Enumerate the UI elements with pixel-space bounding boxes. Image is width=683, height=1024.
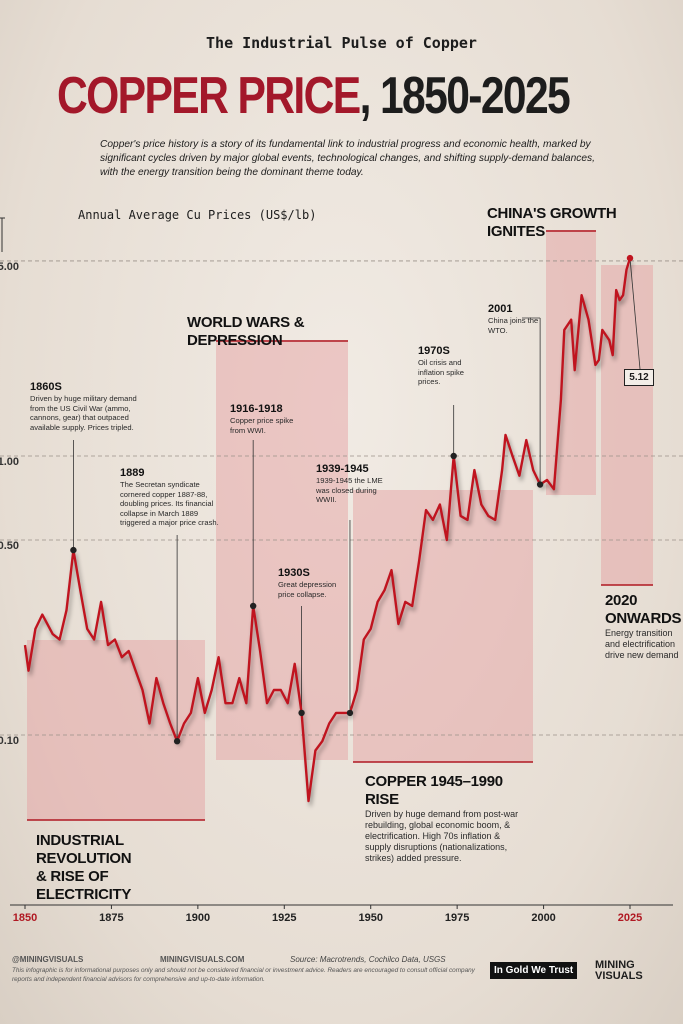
annotation: INDUSTRIAL REVOLUTION & RISE OF ELECTRIC… [36,832,206,904]
annotation-title: COPPER 1945–1990 RISE [365,773,503,808]
annotation-text: Driven by huge demand from post-war rebu… [365,809,519,863]
x-tick-label: 1850 [13,912,37,924]
annotation-text: Driven by huge military demand from the … [30,394,137,432]
annotation-text: 1939-1945 the LME was closed during WWII… [316,476,383,504]
x-tick-label: 1900 [186,912,210,924]
event-dot [298,709,305,717]
shading [27,230,653,820]
annotation: 1889 The Secretan syndicate cornered copp… [120,466,230,528]
annotation-text: The Secretan syndicate cornered copper 1… [120,480,219,527]
x-tick-label: 1950 [358,912,382,924]
event-dot [173,738,181,745]
annotation-title: 1970S [418,345,450,357]
event-dot [626,254,634,262]
title-rest: , 1850-2025 [359,67,571,125]
annotation: 2020 ONWARDS Energy transition and electr… [605,592,683,661]
annotation: 1860S Driven by huge military demand from… [30,380,150,432]
y-axis-label: Annual Average Cu Prices (US$/lb) [78,208,317,222]
event-dot [450,452,457,460]
event-dot [536,481,544,488]
annotation-title: 1860S [30,381,62,393]
x-tick-label: 1975 [445,912,469,924]
x-tick-label: 2000 [531,912,555,924]
handle: @MININGVISUALS [12,955,84,964]
annotation-text: Energy transition and electrification dr… [605,628,679,660]
title-main: COPPER PRICE [57,67,361,125]
event-dot [346,709,354,717]
site: MININGVISUALS.COM [160,955,245,964]
annotation-text: Copper price spike from WWI. [230,416,294,435]
annotation-title: 2020 ONWARDS [605,592,682,627]
annotation: 1939-1945 1939-1945 the LME was closed du… [316,462,396,505]
intro: Copper's price history is a story of its… [100,139,595,178]
annotation-title: WORLD WARS & DEPRESSION [187,314,305,349]
x-tick-label: 2025 [618,912,642,924]
annotation-title: INDUSTRIAL REVOLUTION & RISE OF ELECTRIC… [36,832,132,903]
axis-bracket [0,217,5,252]
band-postwar [353,490,533,762]
source: Source: Macrotrends, Cochilco Data, USGS [290,955,446,964]
y-tick-label: 0.10 [0,735,19,747]
annotation-title: 1930S [278,567,310,579]
event-dot [70,546,77,554]
annotation-title: 1939-1945 [316,463,369,475]
x-tick-label: 1875 [99,912,123,924]
annotation: COPPER 1945–1990 RISE Driven by huge dema… [365,773,525,864]
annotation-text: Oil crisis and inflation spike prices. [418,358,465,386]
annotation-title: 1916-1918 [230,403,283,415]
annotation-title: 2001 [488,303,513,315]
leader-line [629,258,641,370]
y-tick-label: 1.00 [0,456,19,468]
annotation-text: Great depression price collapse. [278,580,337,599]
price-line [23,257,632,803]
annotation: 1916-1918 Copper price spike from WWI. [230,402,310,435]
annotation: 1930S Great depression price collapse. [278,566,348,599]
brand: MINING VISUALS [595,959,643,982]
title: COPPER PRICE, 1850-2025 [57,66,571,126]
partner: In Gold We Trust [490,962,578,979]
disclaimer: This infographic is for informational pu… [12,967,475,983]
kicker: The Industrial Pulse of Copper [206,34,477,52]
annotation-title: 1889 [120,467,145,479]
band-edges [27,230,653,821]
annotation-title: CHINA'S GROWTH IGNITES [487,205,617,240]
band-china [546,230,596,495]
annotation: 2001 China joins the WTO. [488,302,548,335]
y-tick-label: 5.00 [0,261,19,273]
band-industrial [27,640,205,820]
band-2020 [601,265,653,585]
event-dot [249,602,257,610]
annotation: 1970S Oil crisis and inflation spike pric… [418,344,488,387]
annotation-text: China joins the WTO. [488,316,539,335]
y-tick-label: 0.50 [0,540,19,552]
annotation: WORLD WARS & DEPRESSION [187,314,387,350]
x-tick-label: 1925 [272,912,296,924]
annotation: CHINA'S GROWTH IGNITES [487,205,637,241]
price-callout: 5.12 [624,369,654,386]
